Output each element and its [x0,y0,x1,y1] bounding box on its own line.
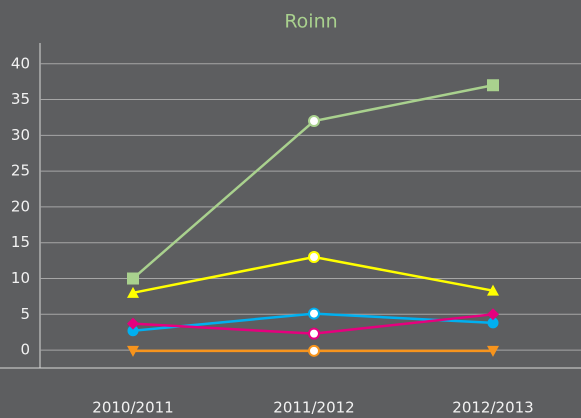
marker [308,115,320,128]
marker [127,272,139,285]
y-tick-label: 0 [20,341,30,359]
x-tick-label: 2011/2012 [273,399,354,417]
marker [487,79,499,92]
marker [127,325,139,337]
marker [308,327,320,340]
marker [487,308,499,321]
marker [487,284,499,296]
y-tick-label: 40 [11,54,30,72]
y-tick-label: 5 [20,305,30,323]
marker [127,345,139,357]
x-tick-label: 2012/2013 [452,399,533,417]
marker [308,307,320,320]
marker [127,286,139,298]
marker [308,344,320,357]
y-tick-label: 30 [11,126,30,144]
y-tick-label: 10 [11,269,30,287]
y-tick-label: 15 [11,233,30,251]
marker [127,317,139,330]
marker [487,345,499,357]
y-tick-label: 20 [11,197,30,215]
x-tick-label: 2010/2011 [92,399,173,417]
chart-title: Roinn [284,11,337,33]
marker [487,317,499,329]
y-tick-label: 35 [11,90,30,108]
y-tick-label: 25 [11,162,30,180]
marker [308,251,320,264]
